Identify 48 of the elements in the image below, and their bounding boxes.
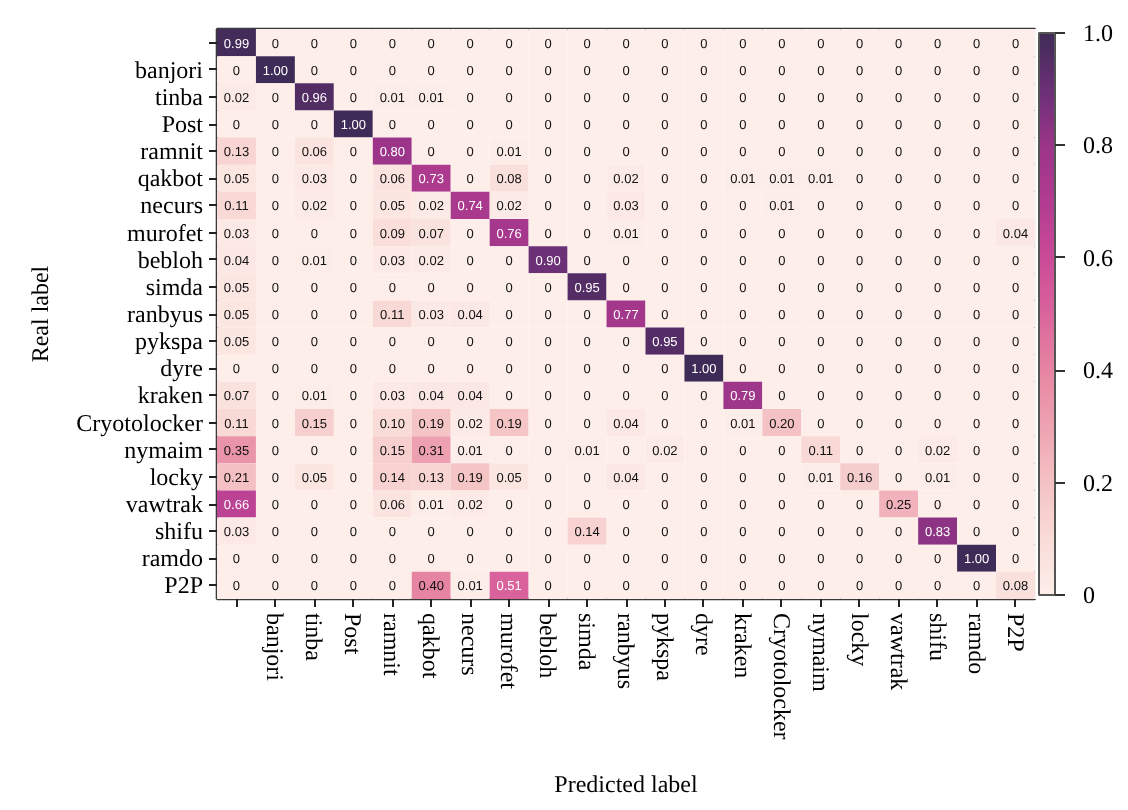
- y-tick-label: murofet: [127, 218, 205, 247]
- x-tick-label: Post: [339, 613, 368, 656]
- y-tick-label: shifu: [155, 517, 203, 546]
- y-tick-label: locky: [149, 462, 204, 491]
- x-tick-label: Cryotolocker: [767, 613, 796, 740]
- y-tick-label: vawtrak: [125, 490, 204, 518]
- y-axis-title: Real label: [26, 264, 55, 363]
- x-tick-label: locky: [845, 613, 874, 667]
- y-tick-label: kraken: [137, 381, 204, 410]
- x-tick-label: kraken: [728, 613, 757, 679]
- color-bar-label: 0: [1083, 581, 1095, 609]
- y-tick-label: ramnit: [140, 137, 205, 166]
- y-tick-label: dyre: [160, 354, 204, 383]
- x-tick-label: ramnit: [378, 613, 407, 677]
- color-bar-label: 0.6: [1083, 243, 1113, 272]
- y-tick-label: ranbyus: [127, 300, 204, 328]
- x-tick-label: P2P: [1001, 613, 1030, 653]
- x-tick-label: banjori: [261, 613, 290, 683]
- color-bar-label: 0.4: [1083, 356, 1113, 385]
- x-tick-label: dyre: [689, 613, 718, 656]
- x-tick-label: tinba: [300, 613, 329, 663]
- y-tick-label: qakbot: [137, 164, 205, 193]
- x-tick-label: bebloh: [534, 613, 563, 679]
- y-tick-label: Post: [161, 110, 205, 138]
- x-tick-label: shifu: [923, 613, 952, 661]
- x-tick-label: simda: [573, 613, 602, 672]
- x-tick-label: nymaim: [806, 613, 835, 693]
- y-tick-label: nymaim: [124, 435, 205, 464]
- y-tick-label: Cryotolocker: [76, 408, 204, 437]
- y-tick-label: pykspa: [135, 327, 205, 356]
- x-tick-label: ranbyus: [612, 613, 640, 690]
- x-tick-label: ramdo: [962, 613, 991, 675]
- color-bar-label: 0.2: [1083, 468, 1113, 497]
- y-tick-label: ramdo: [141, 544, 203, 573]
- color-bar-label: 1.0: [1083, 19, 1113, 47]
- y-tick-label: tinba: [155, 82, 205, 111]
- x-tick-label: vawtrak: [884, 613, 913, 691]
- y-tick-label: simda: [145, 272, 205, 301]
- y-tick-label: banjori: [135, 55, 205, 84]
- y-tick-label: bebloh: [137, 245, 204, 274]
- x-axis-title: Predicted label: [554, 769, 699, 798]
- y-tick-label: P2P: [164, 571, 204, 600]
- x-tick-label: pykspa: [650, 613, 679, 683]
- y-tick-label: necurs: [140, 191, 204, 220]
- x-tick-label: qakbot: [417, 613, 446, 680]
- color-bar-label: 0.8: [1083, 131, 1113, 160]
- x-tick-label: murofet: [495, 613, 524, 691]
- x-tick-label: necurs: [456, 613, 485, 677]
